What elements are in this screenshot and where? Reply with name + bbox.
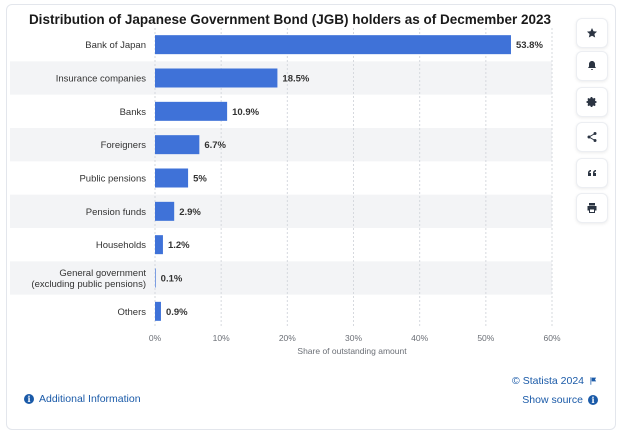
category-label: Foreigners <box>101 140 147 151</box>
statista-copyright-link[interactable]: © Statista 2024 <box>512 375 598 387</box>
category-label: Public pensions <box>79 174 146 185</box>
info-icon: i <box>588 395 598 405</box>
additional-information-link[interactable]: i Additional Information <box>24 393 141 405</box>
category-label: Others <box>117 307 146 318</box>
x-tick-label: 10% <box>213 333 230 343</box>
bar[interactable] <box>155 301 161 321</box>
row-band <box>10 261 552 295</box>
print-button[interactable] <box>576 193 608 223</box>
favorite-button[interactable] <box>576 18 608 48</box>
bar[interactable] <box>155 35 511 55</box>
category-label: Banks <box>120 107 147 118</box>
bell-icon <box>588 61 596 70</box>
star-icon <box>587 28 597 38</box>
bar[interactable] <box>155 235 163 255</box>
notification-button[interactable] <box>576 51 608 81</box>
share-button[interactable] <box>576 122 608 152</box>
category-label: Insurance companies <box>56 74 147 85</box>
x-tick-label: 50% <box>477 333 494 343</box>
data-label: 5% <box>193 174 207 185</box>
share-icon <box>587 132 597 142</box>
row-band <box>10 128 552 162</box>
row-band <box>10 194 552 228</box>
data-label: 1.2% <box>168 240 190 251</box>
bar[interactable] <box>155 168 189 188</box>
data-label: 6.7% <box>204 140 226 151</box>
x-tick-label: 0% <box>149 333 162 343</box>
chart-title: Distribution of Japanese Government Bond… <box>28 12 552 27</box>
settings-button[interactable] <box>576 87 608 117</box>
x-tick-label: 30% <box>345 333 362 343</box>
show-source-link[interactable]: Show source i <box>522 394 598 406</box>
x-tick-label: 40% <box>411 333 428 343</box>
x-tick-label: 20% <box>279 333 296 343</box>
cite-button[interactable] <box>576 158 608 188</box>
x-axis-label: Share of outstanding amount <box>297 346 407 356</box>
quote-icon <box>588 170 596 176</box>
info-icon: i <box>24 394 34 404</box>
bar[interactable] <box>155 135 200 155</box>
data-label: 0.1% <box>161 274 183 285</box>
print-icon <box>587 203 597 213</box>
data-label: 18.5% <box>282 74 309 85</box>
gear-icon <box>586 97 597 108</box>
bar[interactable] <box>155 201 175 221</box>
bar[interactable] <box>155 268 156 288</box>
show-source-label: Show source <box>522 394 583 406</box>
category-label: Households <box>96 240 146 251</box>
data-label: 2.9% <box>179 207 201 218</box>
additional-information-label: Additional Information <box>39 393 141 405</box>
row-band <box>10 61 552 95</box>
copyright-label: © Statista 2024 <box>512 375 584 387</box>
x-tick-label: 60% <box>543 333 560 343</box>
category-label: Bank of Japan <box>85 40 146 51</box>
category-label: General government (excluding public pens… <box>31 268 146 290</box>
flag-icon <box>590 377 597 385</box>
bar[interactable] <box>155 101 228 121</box>
category-label: Pension funds <box>86 207 146 218</box>
bar[interactable] <box>155 68 278 88</box>
data-label: 53.8% <box>516 40 543 51</box>
data-label: 0.9% <box>166 307 188 318</box>
data-label: 10.9% <box>232 107 259 118</box>
